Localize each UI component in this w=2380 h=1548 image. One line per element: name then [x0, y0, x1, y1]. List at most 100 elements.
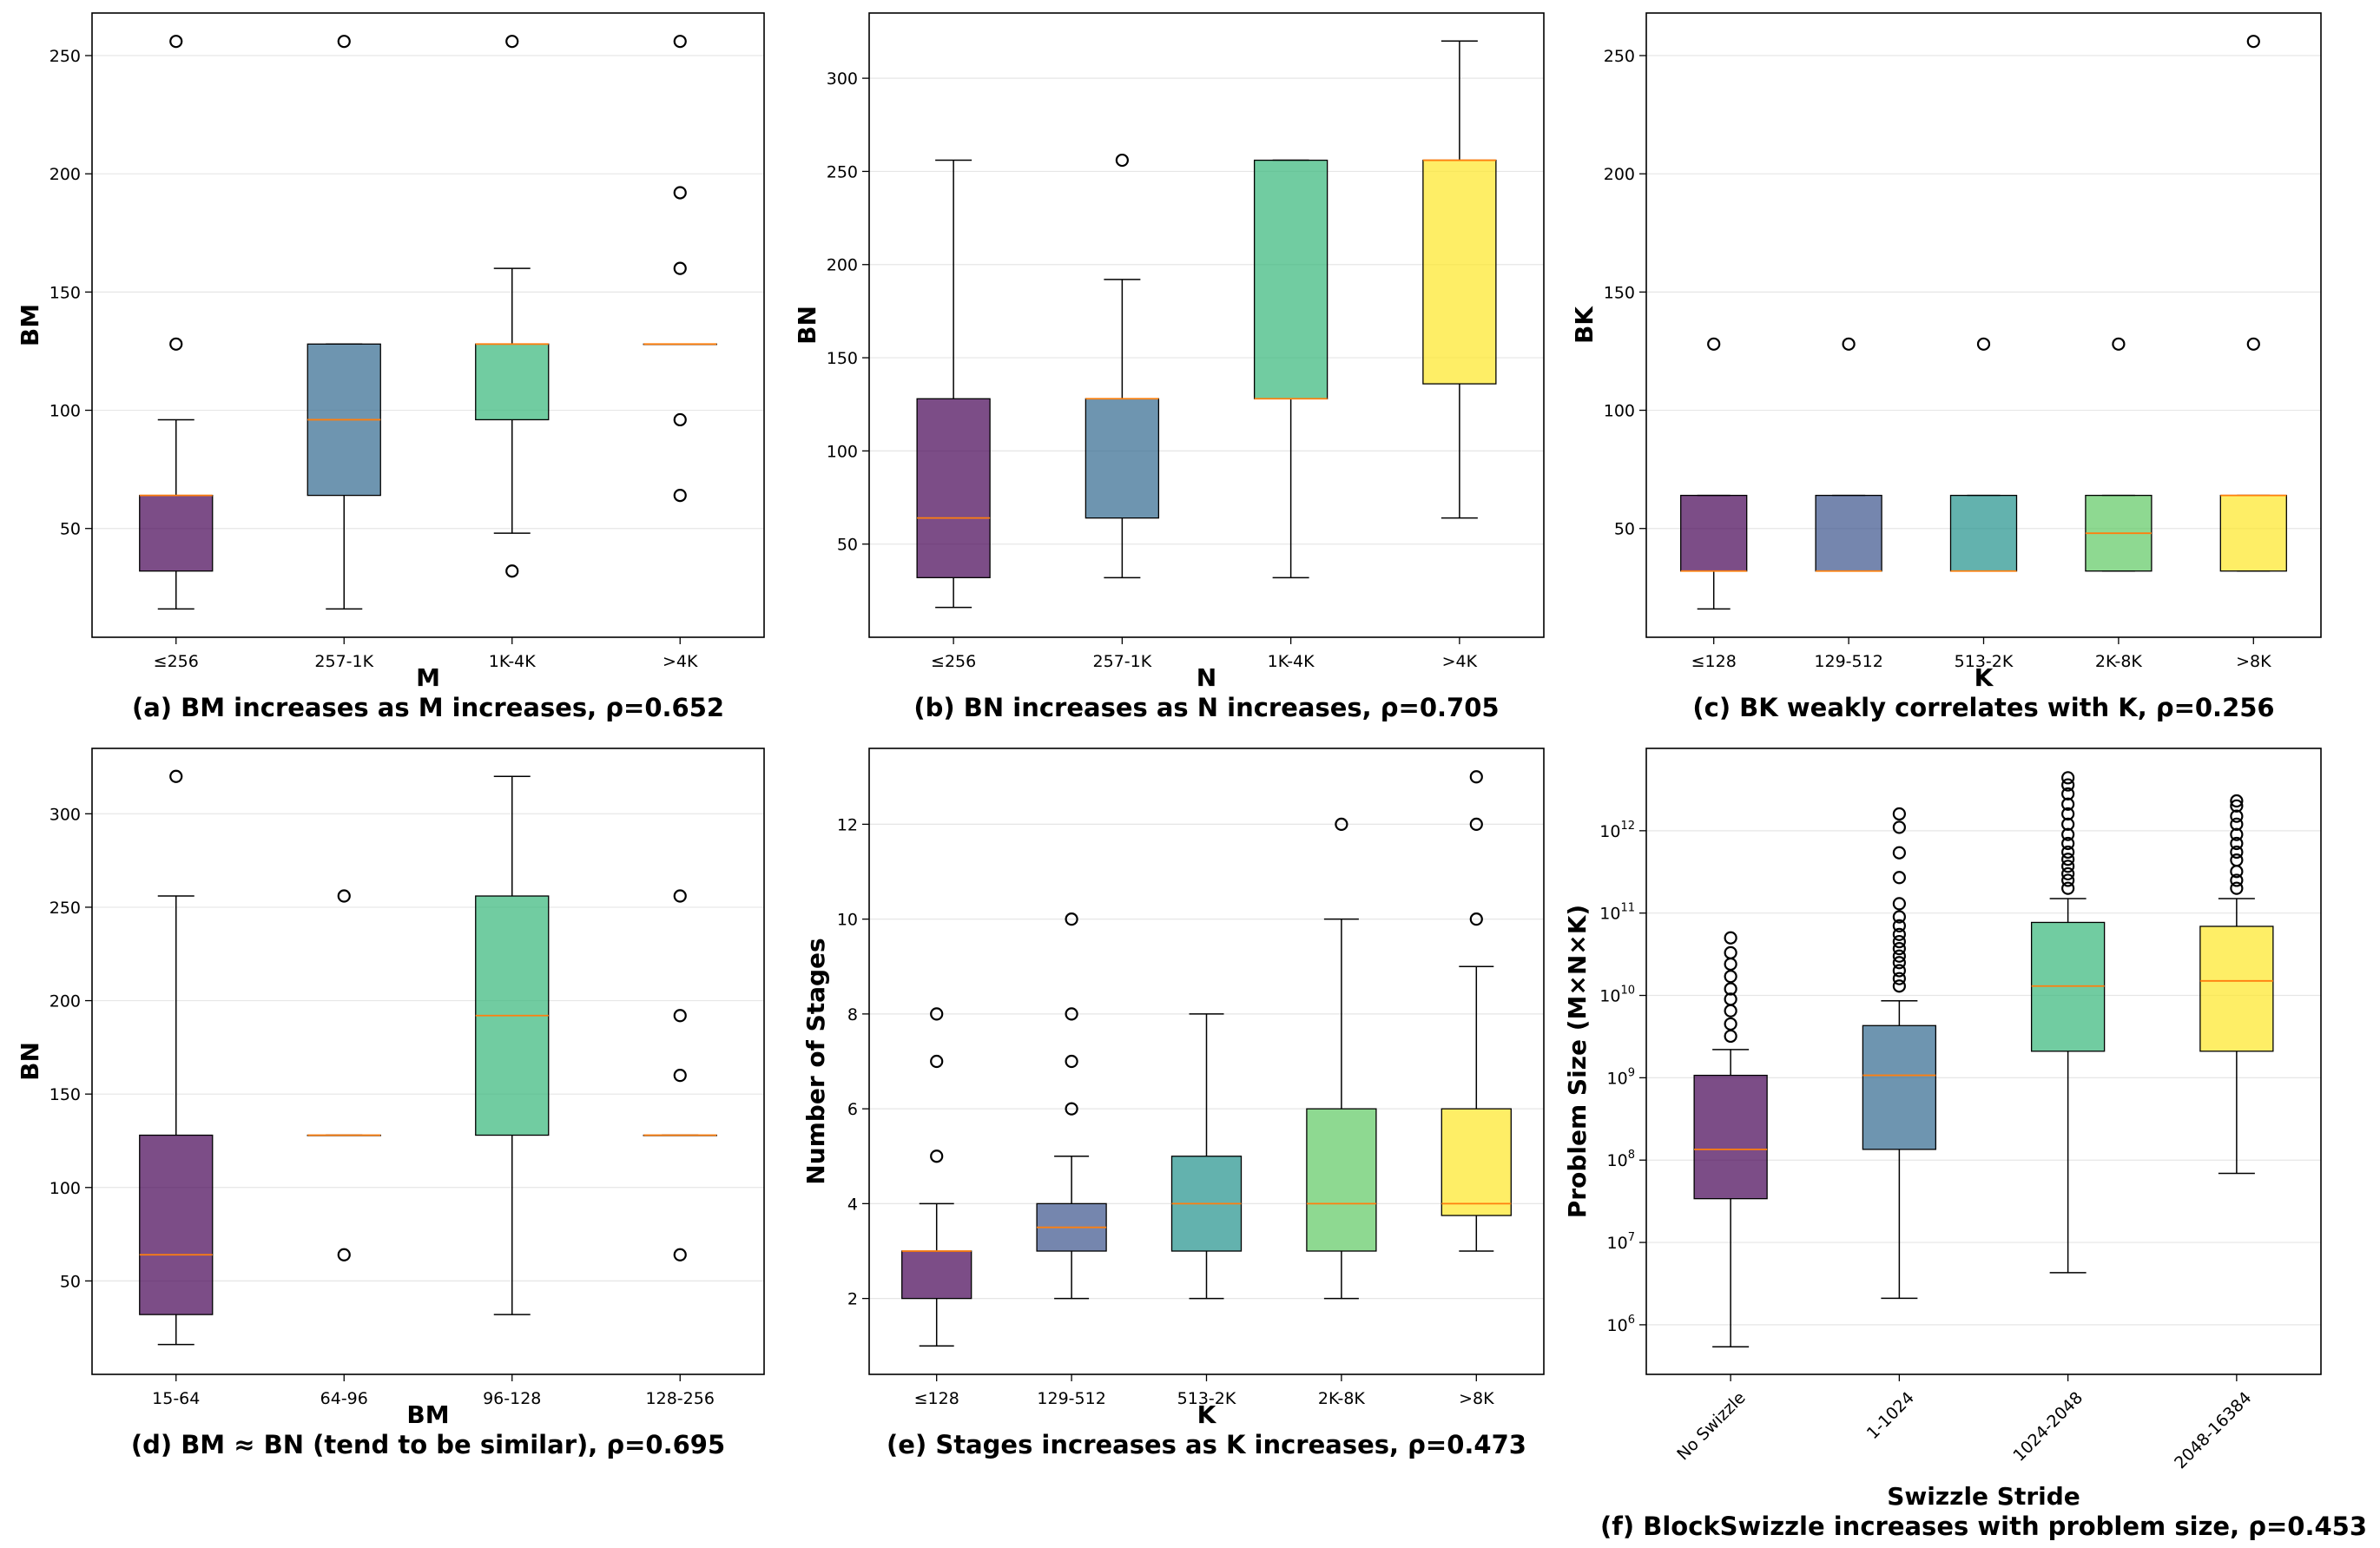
- x-tick-label: ≤256: [154, 652, 199, 671]
- outlier-point: [1842, 337, 1856, 351]
- plot-frame: [868, 12, 1545, 638]
- y-tick-label: 108: [1607, 1149, 1635, 1170]
- outlier-point: [673, 889, 687, 903]
- x-tick-label: 129-512: [1037, 1389, 1105, 1408]
- outlier-point: [337, 889, 351, 903]
- outlier-point: [2230, 836, 2244, 851]
- y-tick-label: 1010: [1599, 985, 1635, 1006]
- outlier-point: [505, 35, 519, 49]
- x-tick-label: 1K-4K: [1268, 652, 1315, 671]
- x-tick-label: 1024-2048: [2009, 1388, 2087, 1466]
- x-tick-label: No Swizzle: [1673, 1388, 1749, 1464]
- y-tick-label: 250: [49, 899, 81, 918]
- x-tick-label: 2K-8K: [2095, 652, 2142, 671]
- outlier-point: [1892, 934, 1906, 949]
- x-tick-label: 15-64: [152, 1389, 200, 1408]
- y-axis-label: Number of Stages: [801, 938, 830, 1184]
- outlier-point: [2061, 860, 2075, 873]
- box-e-2: [1170, 1013, 1243, 1300]
- x-tick-label: 2K-8K: [1318, 1389, 1365, 1408]
- chart-caption: (e) Stages increases as K increases, ρ=0…: [887, 1430, 1526, 1459]
- box-iqr: [2030, 921, 2106, 1052]
- outlier-point: [1892, 972, 1906, 985]
- y-tick-label: 100: [49, 402, 81, 421]
- y-axis-label: BK: [1570, 306, 1599, 344]
- y-tick-label: 300: [49, 805, 81, 824]
- outlier-point: [2061, 817, 2075, 831]
- box-iqr: [1949, 494, 2018, 572]
- y-axis-label: Problem Size (M×N×K): [1563, 905, 1592, 1218]
- y-tick-label: 150: [827, 349, 858, 368]
- outlier-point: [2230, 881, 2244, 895]
- box-a-1: [307, 35, 381, 610]
- outlier-point: [1469, 912, 1483, 926]
- outlier-point: [673, 1069, 687, 1083]
- y-tick-label: 200: [49, 165, 81, 184]
- box-d-3: [643, 889, 717, 1261]
- box-f-3: [2199, 794, 2274, 1175]
- x-tick-label: 513-2K: [1177, 1389, 1236, 1408]
- x-tick-label: 1-1024: [1863, 1388, 1918, 1443]
- x-tick-label: >4K: [663, 652, 698, 671]
- box-a-3: [643, 35, 717, 503]
- outlier-point: [930, 1054, 944, 1069]
- outlier-point: [1892, 919, 1906, 932]
- y-tick-label: 150: [49, 1085, 81, 1104]
- outlier-point: [2230, 809, 2244, 823]
- y-tick-label: 4: [847, 1195, 858, 1214]
- x-tick-label: ≤256: [931, 652, 976, 671]
- outlier-point: [2061, 866, 2075, 881]
- y-tick-label: 100: [1604, 402, 1635, 421]
- x-tick-label: 513-2K: [1955, 652, 2014, 671]
- box-d-2: [475, 775, 550, 1315]
- chart-panel-b: 50 100 150 200 250 300 ≤256 257-1K 1K-4K >4K N BN (b…: [793, 12, 1545, 722]
- outlier-point: [1469, 817, 1483, 831]
- y-tick-label: 100: [827, 442, 858, 461]
- y-tick-label: 150: [1604, 283, 1635, 302]
- outlier-point: [2061, 827, 2075, 841]
- y-tick-label: 100: [49, 1179, 81, 1198]
- outlier-point: [2061, 836, 2075, 851]
- outlier-point: [2061, 873, 2075, 887]
- outlier-point: [1892, 956, 1906, 970]
- x-tick-label: 96-128: [483, 1389, 541, 1408]
- outlier-point: [2112, 337, 2126, 351]
- x-tick-label: >8K: [2236, 652, 2271, 671]
- box-iqr: [1693, 1074, 1768, 1200]
- box-iqr: [1862, 1024, 1937, 1150]
- outlier-point: [2061, 853, 2075, 866]
- y-tick-label: 50: [60, 520, 81, 539]
- chart-panel-f: 106 107 108 109 1010 1011 1012 No Swizzle 1-1024…: [1563, 748, 2367, 1541]
- plot-frame: [91, 12, 765, 638]
- y-tick-label: 109: [1607, 1066, 1635, 1088]
- outlier-point: [1892, 846, 1906, 860]
- chart-caption: (a) BM increases as M increases, ρ=0.652: [132, 693, 724, 722]
- outlier-point: [2230, 873, 2244, 887]
- y-axis-label: BN: [793, 306, 821, 345]
- x-tick-label: 129-512: [1814, 652, 1882, 671]
- y-axis-label: BN: [16, 1042, 44, 1081]
- outlier-point: [1892, 820, 1906, 834]
- outlier-point: [673, 488, 687, 503]
- box-iqr: [2219, 494, 2287, 572]
- box-c-1: [1815, 337, 1882, 572]
- y-tick-label: 106: [1607, 1314, 1635, 1335]
- outlier-point: [2230, 853, 2244, 867]
- outlier-point: [2230, 794, 2244, 808]
- x-axis-label: N: [1197, 663, 1216, 692]
- outlier-point: [1335, 817, 1348, 831]
- outlier-point: [1115, 153, 1129, 168]
- y-tick-label: 250: [827, 162, 858, 181]
- box-iqr: [1422, 159, 1497, 385]
- y-tick-label: 300: [827, 69, 858, 89]
- chart-panel-d: 50 100 150 200 250 300 15-64 64-96 96-128 128-256…: [16, 748, 765, 1459]
- outlier-point: [1724, 982, 1737, 996]
- y-tick-label: 200: [827, 256, 858, 275]
- x-tick-label: 128-256: [646, 1389, 715, 1408]
- outlier-point: [1892, 942, 1906, 956]
- outlier-point: [169, 35, 183, 49]
- outlier-point: [1724, 1017, 1737, 1031]
- outlier-point: [1724, 945, 1737, 959]
- x-tick-label: >4K: [1442, 652, 1478, 671]
- outlier-point: [2230, 799, 2244, 813]
